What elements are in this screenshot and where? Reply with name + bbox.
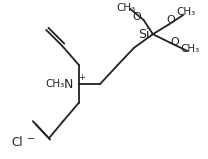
Text: N: N (64, 78, 73, 91)
Text: Cl: Cl (12, 136, 24, 149)
Text: CH₃: CH₃ (116, 3, 135, 13)
Text: Si: Si (138, 28, 149, 41)
Text: CH₃: CH₃ (45, 79, 64, 89)
Text: O: O (166, 15, 175, 25)
Text: CH₃: CH₃ (180, 44, 199, 54)
Text: O: O (170, 37, 179, 47)
Text: −: − (27, 134, 35, 144)
Text: O: O (132, 13, 141, 22)
Text: CH₃: CH₃ (176, 7, 195, 17)
Text: +: + (78, 73, 85, 82)
